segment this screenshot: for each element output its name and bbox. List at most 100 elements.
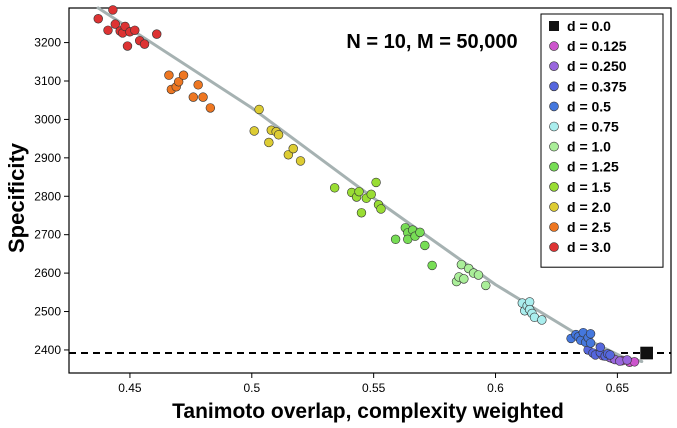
data-point [254,104,264,115]
data-point [152,29,162,39]
legend-marker [549,242,559,252]
legend-label: d = 0.5 [567,98,611,114]
data-point [376,204,386,214]
legend-item: d = 2.0 [549,199,611,215]
legend-label: d = 2.5 [567,219,611,235]
series-d-2-5 [164,70,216,113]
data-point [390,234,401,244]
chart-annotation: N = 10, M = 50,000 [346,31,517,53]
data-point [354,186,364,197]
x-tick-label: 0.65 [606,381,630,395]
series-d-0-75 [517,297,547,325]
data-point [459,274,469,284]
y-tick-label: 2800 [34,189,61,203]
legend-item: d = 0.5 [549,98,611,114]
data-point [640,346,653,360]
series-d-3-0 [93,5,162,51]
legend-marker [549,61,559,71]
data-point [130,25,140,35]
legend-item: d = 1.25 [549,159,619,175]
data-point [585,329,596,339]
legend-marker [549,222,559,232]
legend-marker [549,41,559,51]
legend-label: d = 1.5 [567,179,611,195]
legend-item: d = 0.375 [549,78,627,94]
legend: d = 0.0 d = 0.125 d = 0.250 d = 0.375 d = 0.… [540,13,664,268]
data-point [481,280,491,291]
x-axis-title: Tanimoto overlap, complexity weighted [172,400,564,423]
series-d-0-0 [640,346,653,360]
legend-marker [549,101,559,112]
x-tick-label: 0.55 [362,381,386,395]
legend-item: d = 2.5 [549,219,611,235]
series-d-0-5 [566,327,596,348]
data-point [329,183,340,193]
legend-item: d = 0.0 [549,18,611,34]
data-point [295,156,306,166]
data-point [188,92,198,102]
legend-marker [549,161,559,172]
legend-label: d = 0.375 [567,78,627,94]
data-point [595,342,606,352]
series-d-1-5 [329,177,386,218]
data-point [456,259,467,270]
legend-item: d = 0.250 [549,58,627,74]
x-tick-label: 0.5 [243,381,260,395]
y-tick-label: 3100 [34,74,61,88]
data-point [427,260,437,271]
data-points [93,5,653,367]
data-point [103,25,113,35]
legend-label: d = 3.0 [567,239,611,255]
legend-marker [549,81,559,92]
data-point [178,70,189,80]
legend-label: d = 0.0 [567,18,611,34]
data-point [605,350,615,360]
data-point [420,240,430,251]
legend-marker [549,141,559,152]
data-point [273,130,284,140]
y-tick-label: 2700 [34,228,61,242]
data-point [371,177,381,188]
data-point [356,208,367,218]
data-point [622,355,632,365]
legend-item: d = 3.0 [549,239,611,255]
series-d-1-25 [390,223,437,271]
x-tick-label: 0.45 [118,381,142,395]
legend-label: d = 1.25 [567,159,619,175]
data-point [366,189,376,200]
legend-marker [549,182,559,192]
legend-item: d = 0.125 [549,38,627,54]
legend-label: d = 1.0 [567,139,611,155]
axes: 0.45 0.5 0.55 0.6 0.65 2400 2500 2600 2700 2800 29… [34,36,629,395]
data-point [93,14,103,24]
data-point [473,270,484,280]
data-point [205,103,216,113]
legend-label: d = 2.0 [567,199,611,215]
data-point [164,70,174,80]
data-point [198,92,208,102]
legend-box [540,13,664,268]
legend-label: d = 0.250 [567,58,627,74]
data-point [264,137,274,148]
y-tick-label: 2500 [34,305,61,319]
legend-label: d = 0.125 [567,38,627,54]
series-d-1-0 [451,259,491,291]
series-d-2-0 [249,104,306,166]
legend-marker [549,21,559,31]
data-point [585,338,596,348]
y-tick-label: 2400 [34,343,61,357]
legend-item: d = 1.5 [549,179,611,195]
y-tick-label: 3000 [34,112,61,126]
data-point [108,5,118,15]
legend-item: d = 0.75 [549,119,619,135]
series-d-0-375 [583,342,615,361]
legend-marker [549,121,559,132]
data-point [415,227,425,238]
data-point [173,77,184,87]
x-tick-label: 0.6 [487,381,504,395]
y-tick-label: 2900 [34,151,61,165]
data-point [139,39,150,49]
y-tick-label: 2600 [34,266,61,280]
data-point [193,80,203,90]
